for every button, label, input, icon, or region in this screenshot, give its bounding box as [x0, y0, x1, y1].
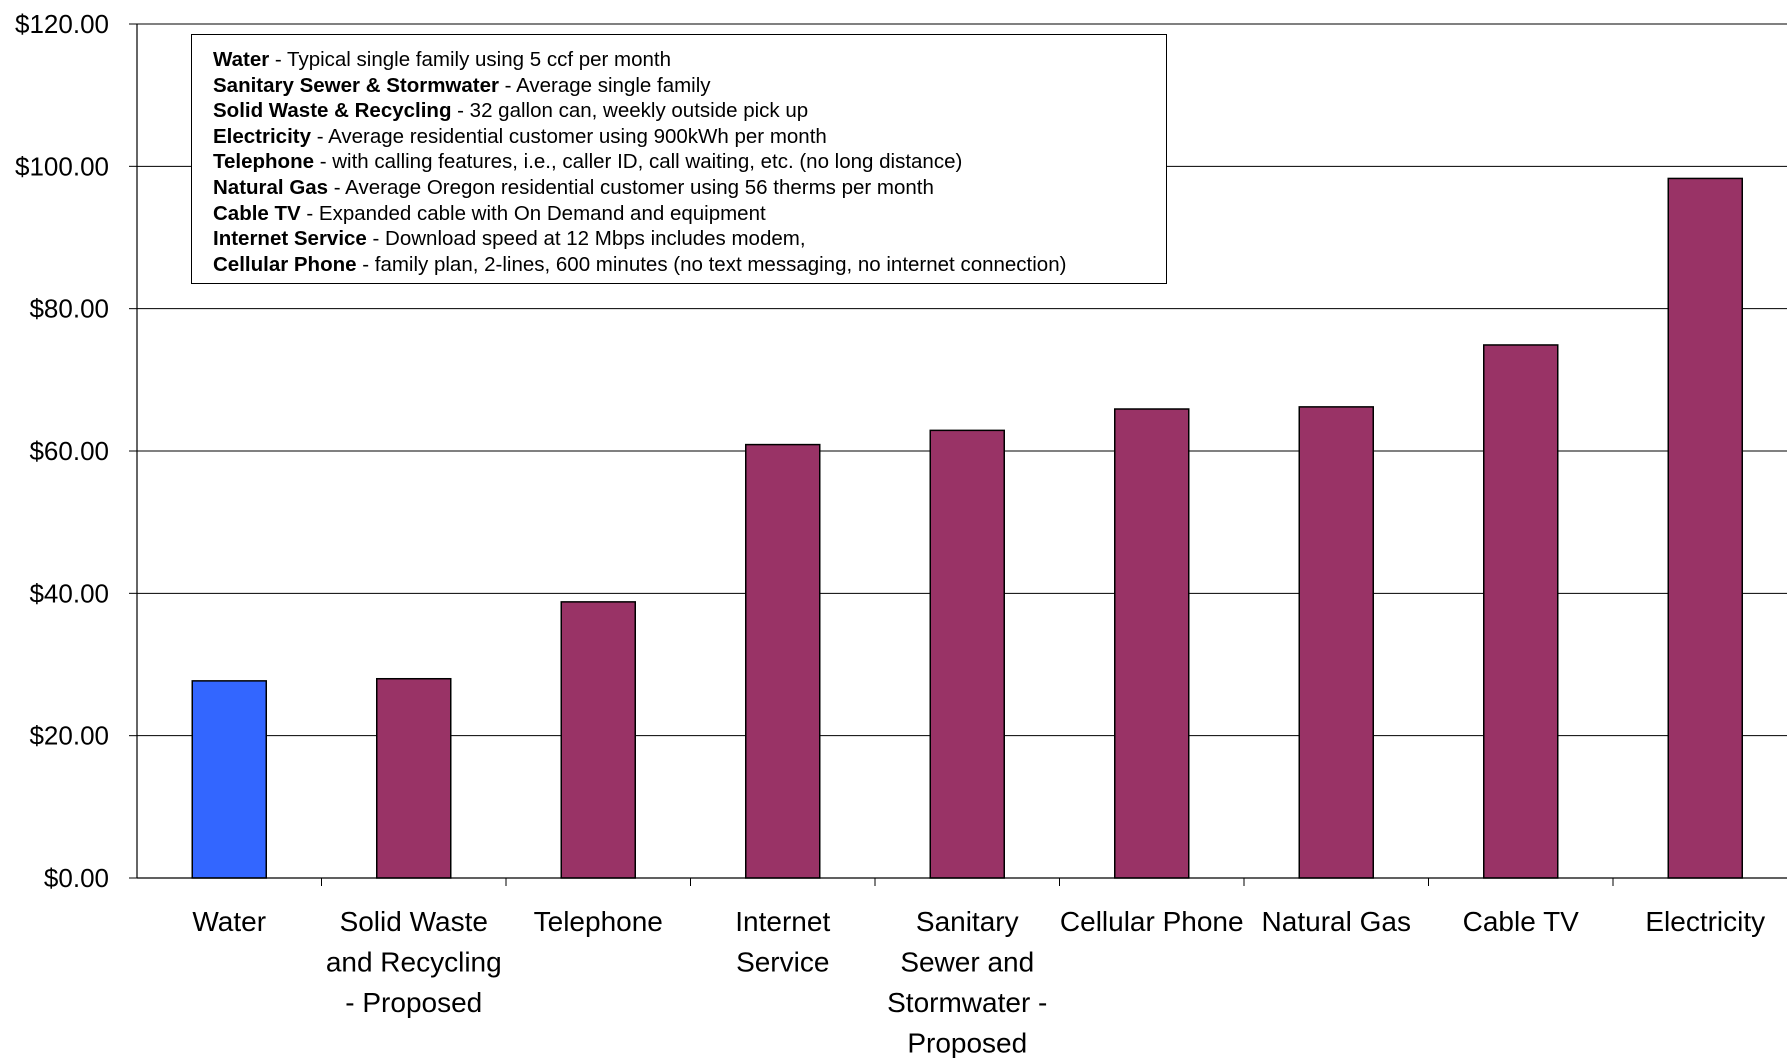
x-tick-label: Cellular Phone [1060, 906, 1244, 937]
note-text: - 32 gallon can, weekly outside pick up [451, 99, 809, 123]
bar [191, 680, 267, 879]
x-tick-labels: Water Solid Waste and Recycling - Proposed T… [192, 906, 1765, 1058]
note-label: Electricity [213, 124, 311, 148]
bar [1298, 406, 1374, 879]
note-cable-tv: Cable TV - Expanded cable with On Demand… [213, 201, 1166, 227]
note-cellular: Cellular Phone - family plan, 2-lines, 6… [213, 252, 1166, 278]
note-text: - Expanded cable with On Demand and equi… [300, 201, 766, 225]
bar [1483, 344, 1559, 879]
x-tick-label: Water [192, 906, 266, 937]
note-text: - Average single family [498, 73, 711, 97]
note-label: Internet Service [213, 227, 367, 251]
note-solid-waste: Solid Waste & Recycling - 32 gallon can,… [213, 98, 1166, 124]
note-label: Water [213, 48, 270, 71]
note-telephone: Telephone - with calling features, i.e.,… [213, 149, 1166, 175]
note-text: - Average residential customer using 900… [311, 124, 827, 148]
y-tick-label: $40.00 [29, 578, 109, 608]
note-natural-gas: Natural Gas - Average Oregon residential… [213, 175, 1166, 201]
x-tick-label: Internet Service [735, 906, 830, 978]
note-text: - Download speed at 12 Mbps includes mod… [366, 227, 806, 251]
y-tick-label: $0.00 [44, 863, 109, 893]
y-tick-label: $120.00 [15, 9, 109, 39]
note-text: - Typical single family using 5 ccf per … [269, 48, 672, 71]
notes-legend-box: Water - Typical single family using 5 cc… [191, 34, 1167, 284]
note-text: - with calling features, i.e., caller ID… [314, 150, 963, 174]
bar [745, 443, 821, 879]
note-internet: Internet Service - Download speed at 12 … [213, 226, 1166, 252]
note-text: - family plan, 2-lines, 600 minutes (no … [356, 252, 1067, 276]
y-tick-label: $60.00 [29, 436, 109, 466]
note-label: Cellular Phone [213, 252, 357, 276]
y-tick-label: $80.00 [29, 294, 109, 324]
note-electricity: Electricity - Average residential custom… [213, 124, 1166, 150]
x-tick-label: Sanitary Sewer and Stormwater -Proposed [887, 906, 1047, 1058]
x-tick-label: Telephone [534, 906, 663, 937]
bar [1667, 177, 1743, 879]
note-label: Natural Gas [213, 175, 329, 199]
y-tick-label: $20.00 [29, 721, 109, 751]
note-text: - Average Oregon residential customer us… [328, 175, 934, 199]
bar [376, 677, 452, 879]
bars [191, 177, 1743, 879]
bar [929, 429, 1005, 879]
note-label: Cable TV [213, 201, 301, 225]
note-label: Solid Waste & Recycling [213, 99, 452, 123]
axes [129, 23, 1787, 886]
note-label: Sanitary Sewer & Stormwater [213, 73, 499, 97]
x-tick-label: Cable TV [1463, 906, 1580, 937]
x-tick-label: Natural Gas [1262, 906, 1411, 937]
note-water: Water - Typical single family using 5 cc… [213, 47, 1166, 73]
bar [560, 601, 636, 879]
x-tick-label: Electricity [1645, 906, 1765, 937]
x-tick-label: Solid Waste and Recycling - Proposed [326, 906, 502, 1018]
bar [1114, 408, 1190, 879]
note-label: Telephone [213, 150, 314, 174]
y-tick-label: $100.00 [15, 151, 109, 181]
note-sewer: Sanitary Sewer & Stormwater - Average si… [213, 73, 1166, 99]
y-tick-labels: $0.00 $20.00 $40.00 $60.00 $80.00 $100.00 $120… [15, 9, 109, 893]
